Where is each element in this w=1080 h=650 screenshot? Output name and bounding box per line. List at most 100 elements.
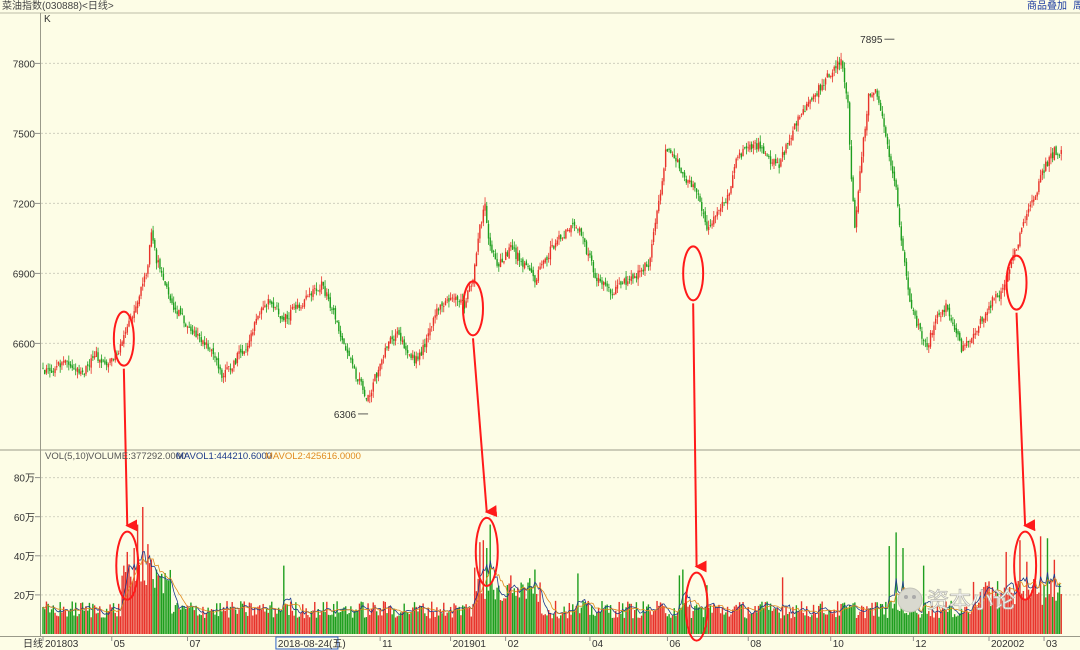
volume-bar bbox=[793, 616, 796, 634]
volume-bar bbox=[85, 606, 87, 634]
candle-body bbox=[599, 278, 601, 282]
candle-body bbox=[375, 372, 378, 378]
mavol2-label: MAVOL2:425616.0000 bbox=[265, 451, 361, 462]
candle-body bbox=[331, 308, 333, 311]
volume-bar bbox=[253, 607, 256, 634]
candle-body bbox=[771, 162, 773, 164]
candle-body bbox=[1029, 204, 1031, 207]
volume-bar bbox=[544, 614, 546, 634]
candle-body bbox=[54, 368, 56, 374]
candle-body bbox=[706, 221, 708, 230]
candle-body bbox=[515, 247, 517, 260]
overlay-commodity-button[interactable]: 商品叠加 bbox=[1027, 1, 1067, 12]
candle-body bbox=[673, 154, 675, 159]
candle-body bbox=[291, 306, 294, 309]
volume-bar bbox=[695, 604, 698, 634]
candle-body bbox=[186, 326, 189, 328]
candle-body bbox=[300, 307, 302, 309]
volume-bar bbox=[436, 607, 438, 634]
candle-body bbox=[1048, 157, 1050, 166]
candle-body bbox=[207, 343, 209, 350]
volume-bar bbox=[441, 613, 443, 634]
candle-body bbox=[1007, 272, 1009, 282]
volume-bar bbox=[190, 602, 192, 634]
volume-bar bbox=[408, 614, 411, 634]
volume-bar bbox=[1008, 586, 1011, 634]
volume-bar bbox=[425, 616, 428, 634]
candle-body bbox=[105, 361, 108, 366]
candle-body bbox=[362, 381, 364, 391]
volume-bar bbox=[443, 602, 445, 634]
volume-bar bbox=[228, 617, 230, 634]
volume-bar bbox=[838, 615, 841, 634]
volume-bar bbox=[341, 608, 343, 634]
candle-body bbox=[468, 286, 471, 292]
volume-bar bbox=[1036, 594, 1038, 634]
volume-bar bbox=[489, 524, 491, 634]
candle-body bbox=[520, 261, 522, 262]
candle-body bbox=[615, 286, 617, 295]
volume-bar bbox=[921, 614, 923, 634]
candle-body bbox=[905, 261, 908, 276]
candle-body bbox=[529, 267, 531, 271]
candle-body bbox=[42, 367, 44, 369]
volume-bar bbox=[424, 613, 426, 634]
volume-bar bbox=[312, 610, 314, 634]
volume-bar bbox=[68, 611, 70, 634]
candle-body bbox=[315, 288, 318, 291]
candle-body bbox=[752, 144, 755, 149]
volume-bar bbox=[904, 613, 906, 634]
volume-bar bbox=[998, 606, 1001, 634]
candle-body bbox=[203, 342, 206, 346]
candle-body bbox=[646, 264, 648, 267]
candle-body bbox=[238, 351, 240, 354]
candle-body bbox=[221, 369, 223, 378]
candle-body bbox=[334, 308, 337, 320]
period-button[interactable]: 周 bbox=[1073, 1, 1080, 12]
candle-body bbox=[45, 368, 48, 373]
volume-bar bbox=[470, 616, 472, 634]
candle-body bbox=[886, 136, 889, 145]
candle-body bbox=[188, 326, 190, 328]
volume-bar bbox=[988, 581, 990, 634]
volume-bar bbox=[596, 612, 598, 634]
candle-body bbox=[100, 358, 103, 363]
candle-body bbox=[644, 262, 646, 271]
candle-body bbox=[534, 275, 536, 283]
candle-body bbox=[609, 289, 612, 294]
volume-bar bbox=[123, 565, 125, 634]
candle-body bbox=[795, 123, 798, 126]
candle-body bbox=[236, 352, 239, 363]
candle-body bbox=[709, 225, 712, 226]
candle-body bbox=[869, 93, 872, 96]
volume-bar bbox=[707, 607, 710, 634]
volume-bar bbox=[855, 617, 858, 634]
candle-body bbox=[914, 311, 916, 316]
candle-body bbox=[969, 341, 971, 342]
candle-body bbox=[217, 358, 220, 369]
volume-bar bbox=[336, 601, 338, 634]
candle-body bbox=[544, 258, 546, 263]
volume-bar bbox=[642, 601, 644, 634]
volume-bar bbox=[649, 611, 651, 634]
volume-bar bbox=[799, 611, 801, 634]
candle-body bbox=[921, 331, 923, 339]
volume-bar bbox=[455, 605, 457, 634]
volume-bar bbox=[362, 602, 364, 634]
candle-body bbox=[590, 255, 593, 262]
volume-bar bbox=[87, 610, 89, 634]
candle-body bbox=[910, 299, 913, 308]
volume-bar bbox=[604, 605, 607, 634]
volume-bar bbox=[632, 618, 634, 634]
candle-body bbox=[437, 309, 440, 311]
volume-bar bbox=[398, 615, 400, 634]
volume-bar bbox=[167, 580, 170, 634]
candle-body bbox=[355, 368, 357, 379]
volume-highlight-circle bbox=[684, 571, 709, 642]
volume-bar bbox=[905, 612, 908, 634]
volume-bar bbox=[640, 615, 643, 634]
candle-body bbox=[585, 241, 588, 254]
candle-body bbox=[62, 361, 65, 363]
candle-body bbox=[1053, 147, 1056, 161]
